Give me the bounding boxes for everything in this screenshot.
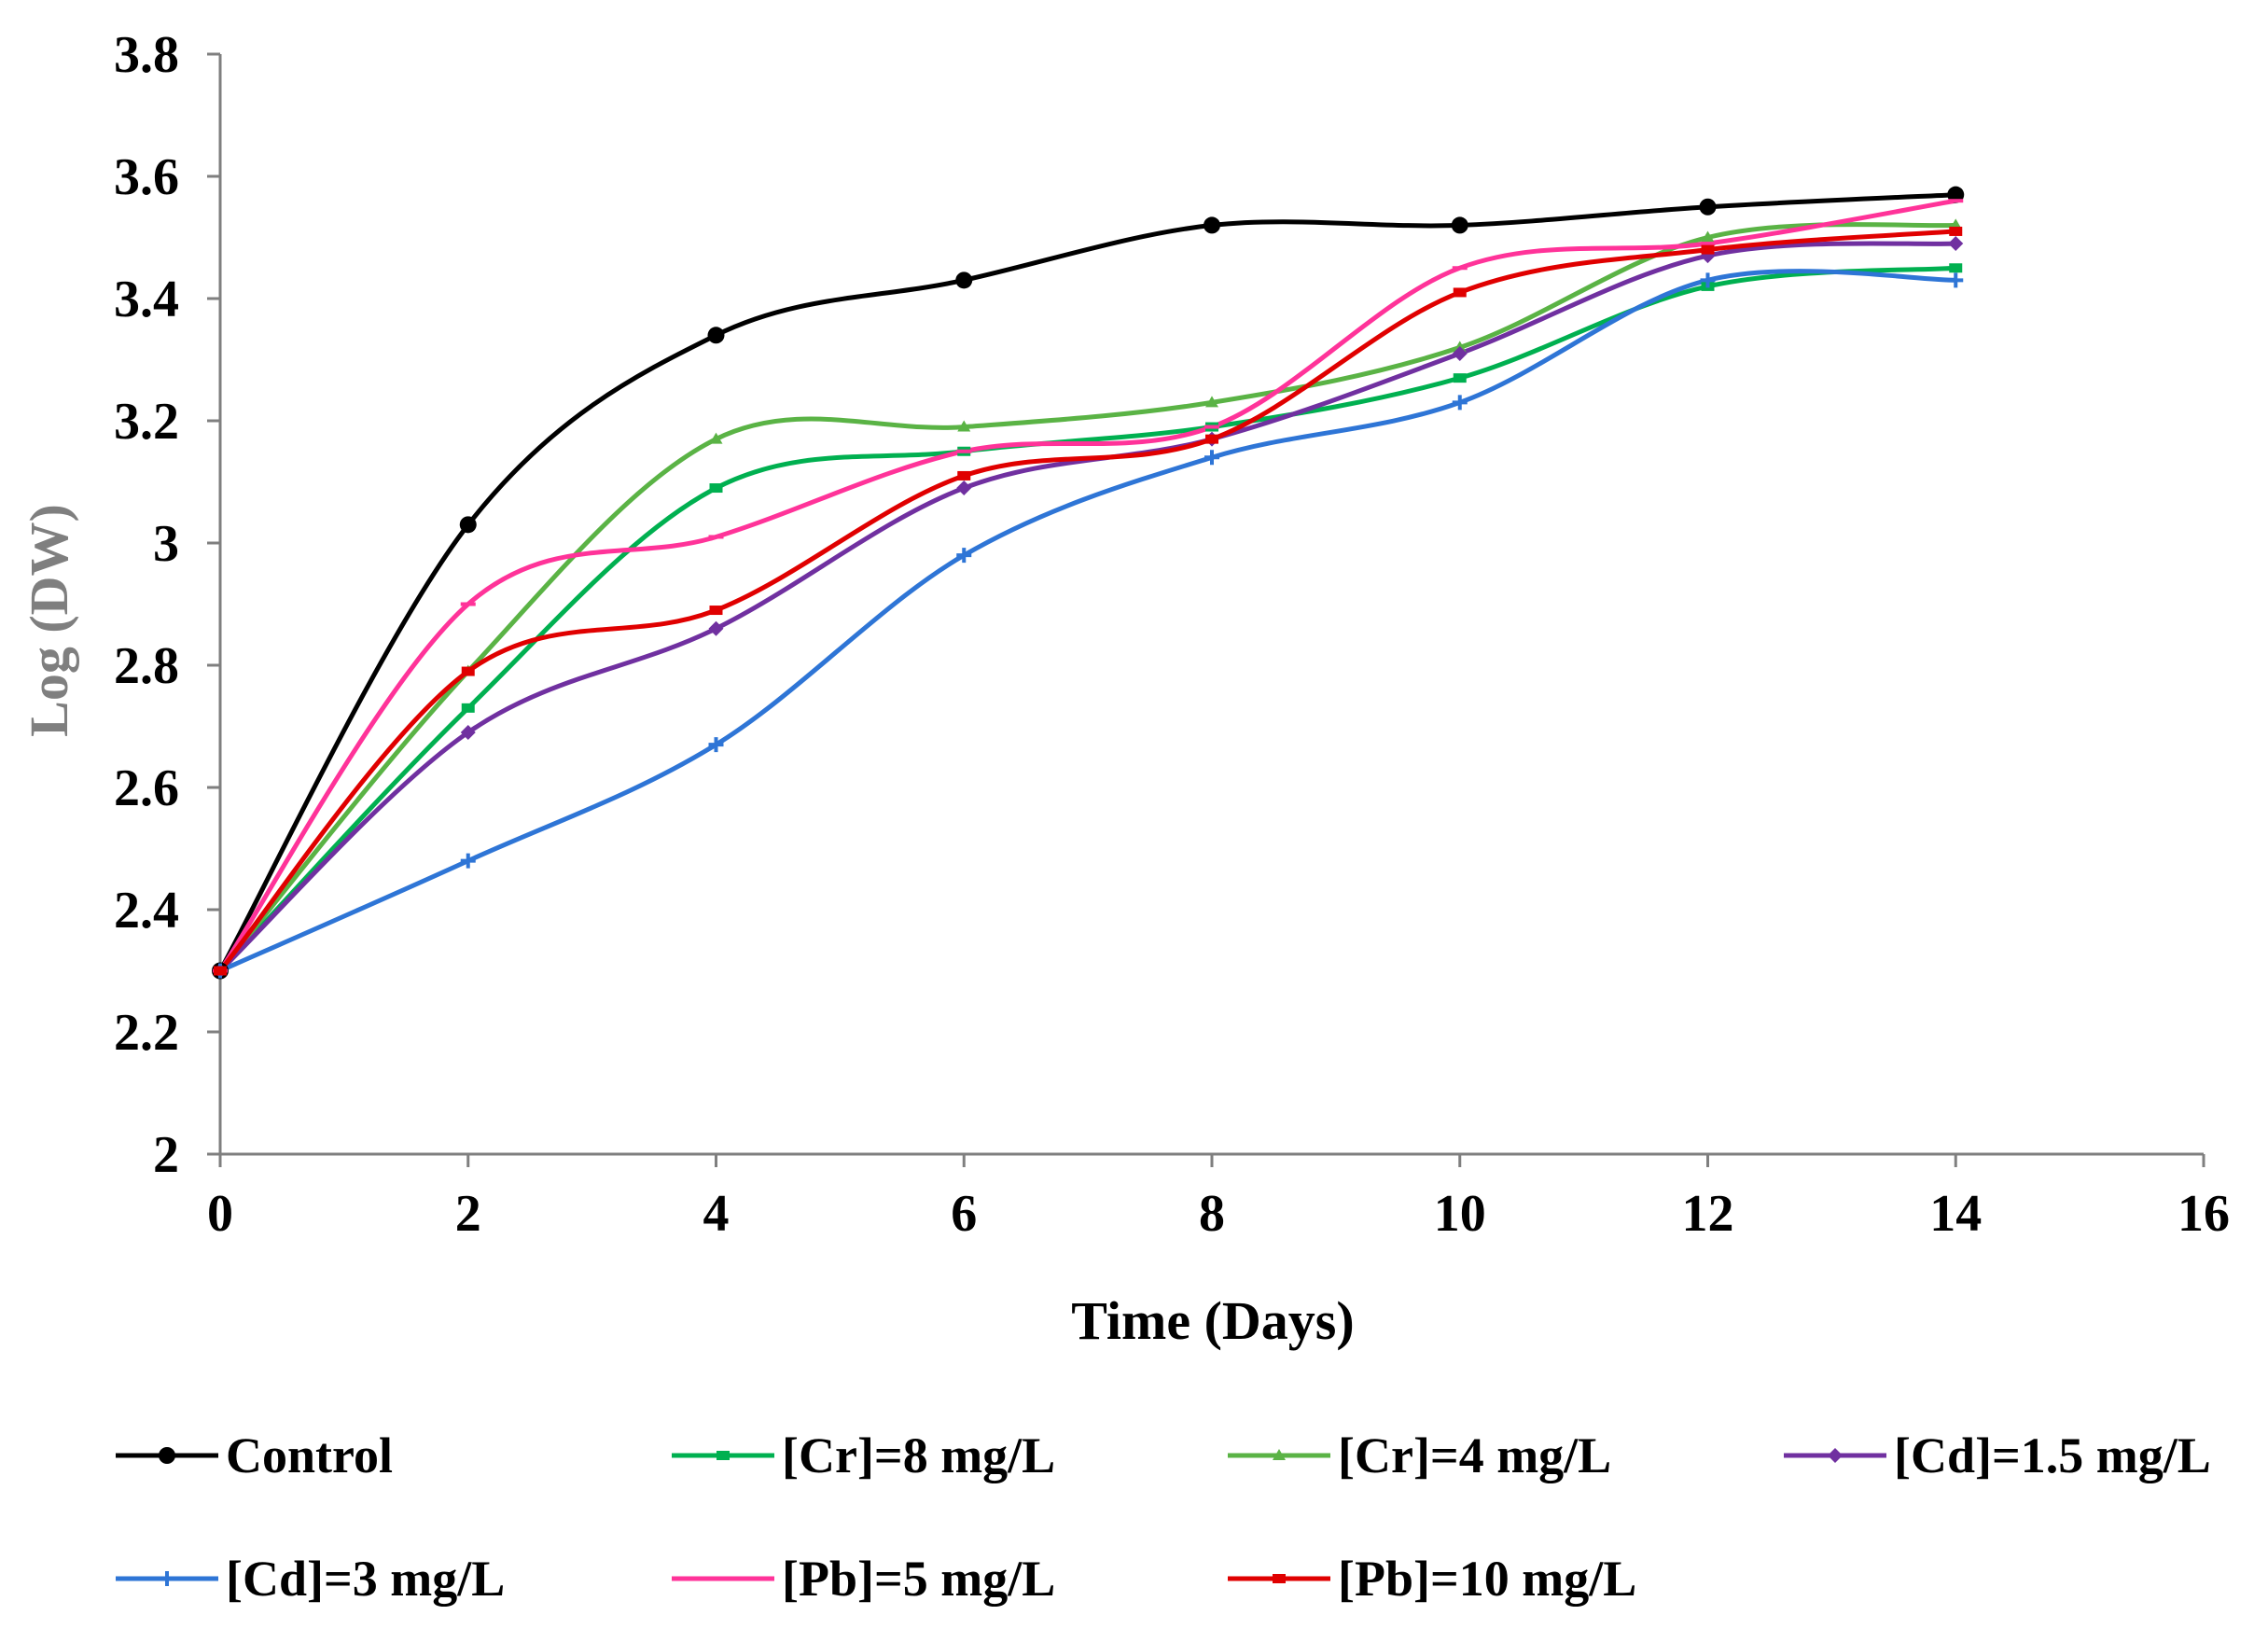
series-5-marker bbox=[708, 737, 724, 753]
series-5-marker bbox=[1948, 272, 1964, 288]
y-tick-label: 2.4 bbox=[114, 882, 179, 940]
series-5-marker bbox=[460, 853, 476, 869]
legend-item-1-marker bbox=[159, 1447, 175, 1464]
x-tick-label: 6 bbox=[951, 1185, 977, 1243]
series-3-marker bbox=[1701, 230, 1715, 243]
y-tick-label: 3.2 bbox=[114, 393, 179, 451]
series-6-marker bbox=[1700, 242, 1716, 246]
legend-item-4-label: [Cd]=1.5 mg/L bbox=[1894, 1427, 2211, 1483]
series-1-marker bbox=[1699, 198, 1717, 216]
y-axis-title: Log (DW) bbox=[19, 504, 79, 737]
series-6-marker bbox=[1452, 266, 1468, 271]
y-tick-label: 3 bbox=[153, 515, 179, 573]
series-markers bbox=[212, 186, 1965, 980]
y-tick-label: 2.8 bbox=[114, 637, 179, 695]
series-3-marker bbox=[1205, 396, 1218, 408]
legend-item-3: [Cr]=4 mg/L bbox=[1228, 1427, 1611, 1483]
legend-item-7: [Pb]=10 mg/L bbox=[1228, 1551, 1636, 1607]
series-7-marker bbox=[461, 666, 475, 676]
series-7-marker bbox=[1701, 244, 1715, 255]
x-tick-label: 10 bbox=[1434, 1185, 1486, 1243]
series-2-line bbox=[217, 265, 1958, 973]
y-tick-label: 2 bbox=[153, 1126, 179, 1184]
legend-item-4: [Cd]=1.5 mg/L bbox=[1784, 1427, 2211, 1483]
series-7-marker bbox=[1453, 287, 1467, 298]
series-1-marker bbox=[955, 272, 973, 289]
legend-item-1-label: Control bbox=[226, 1427, 393, 1483]
legend-item-6-marker bbox=[716, 1577, 730, 1580]
x-tick-label: 8 bbox=[1199, 1185, 1225, 1243]
series-6-marker bbox=[1204, 425, 1219, 429]
x-tick-label: 12 bbox=[1682, 1185, 1734, 1243]
legend-item-5: [Cd]=3 mg/L bbox=[116, 1551, 505, 1607]
x-tick-label: 0 bbox=[207, 1185, 233, 1243]
y-tick-label: 2.2 bbox=[114, 1004, 179, 1062]
series-7-marker bbox=[214, 966, 227, 976]
series-4-marker bbox=[460, 725, 476, 741]
series-1-marker bbox=[1204, 216, 1220, 234]
legend-item-6-label: [Pb]=5 mg/L bbox=[782, 1551, 1055, 1607]
x-tick-label: 2 bbox=[455, 1185, 481, 1243]
series-4-line bbox=[217, 241, 1958, 973]
y-tick-label: 3.8 bbox=[114, 26, 179, 84]
series-1-line bbox=[217, 192, 1958, 973]
legend-item-5-label: [Cd]=3 mg/L bbox=[226, 1551, 505, 1607]
series-7-marker bbox=[957, 470, 971, 480]
series-6-marker bbox=[708, 535, 724, 539]
series-4-marker bbox=[708, 620, 724, 636]
y-tick-label: 3.6 bbox=[114, 148, 179, 206]
series-1-marker bbox=[707, 327, 725, 344]
series-1-marker bbox=[1451, 216, 1468, 234]
series-5-marker bbox=[1204, 450, 1219, 466]
legend-item-7-marker bbox=[1273, 1574, 1286, 1583]
series-7-marker bbox=[1205, 434, 1218, 444]
legend-item-7-label: [Pb]=10 mg/L bbox=[1338, 1551, 1636, 1607]
series-2-marker bbox=[1949, 263, 1963, 273]
series-2-marker bbox=[709, 483, 723, 494]
legend-item-2-marker bbox=[717, 1451, 730, 1460]
legend-item-5-marker bbox=[160, 1571, 174, 1586]
series-6-marker bbox=[956, 449, 972, 453]
series-3-line bbox=[217, 222, 1958, 973]
series-6-marker bbox=[1948, 199, 1964, 203]
series-3-marker bbox=[709, 432, 723, 444]
series-6-marker bbox=[460, 602, 476, 606]
series-2-marker bbox=[461, 703, 475, 713]
series-5-line bbox=[217, 269, 1958, 973]
series-lines bbox=[217, 192, 1958, 973]
series-1-marker bbox=[459, 516, 477, 534]
legend-item-2: [Cr]=8 mg/L bbox=[672, 1427, 1055, 1483]
series-5-marker bbox=[1452, 395, 1468, 411]
series-7-line bbox=[217, 229, 1958, 973]
legend-item-6: [Pb]=5 mg/L bbox=[672, 1551, 1055, 1607]
series-7-marker bbox=[709, 606, 723, 616]
x-tick-label: 16 bbox=[2178, 1185, 2230, 1243]
series-3-marker bbox=[957, 420, 971, 432]
series-2-marker bbox=[1453, 373, 1467, 383]
y-tick-label: 2.6 bbox=[114, 759, 179, 817]
legend-item-3-marker bbox=[1273, 1449, 1286, 1460]
legend: Control [Cr]=8 mg/L [Cr]=4 mg/L [Cd]=1.5 mg… bbox=[116, 1427, 2211, 1607]
series-4-marker bbox=[1948, 236, 1964, 252]
series-5-marker bbox=[956, 548, 972, 564]
legend-item-4-marker bbox=[1828, 1448, 1843, 1463]
legend-item-3-label: [Cr]=4 mg/L bbox=[1338, 1427, 1611, 1483]
series-5-marker bbox=[1700, 272, 1716, 288]
legend-item-2-label: [Cr]=8 mg/L bbox=[782, 1427, 1055, 1483]
x-axis-title: Time (Days) bbox=[1071, 1290, 1354, 1351]
series-1-marker bbox=[1947, 186, 1965, 203]
x-tick-label: 14 bbox=[1929, 1185, 1982, 1243]
series-4-marker bbox=[956, 480, 972, 496]
legend-item-1: Control bbox=[116, 1427, 393, 1483]
series-7-marker bbox=[1949, 226, 1963, 236]
y-tick-label: 3.4 bbox=[114, 271, 179, 328]
tick-labels: 22.22.42.62.833.23.43.63.80 2 4 6 8 10 12 14 16 bbox=[114, 26, 2230, 1243]
series-4-marker bbox=[1452, 345, 1468, 361]
x-tick-label: 4 bbox=[703, 1185, 730, 1243]
